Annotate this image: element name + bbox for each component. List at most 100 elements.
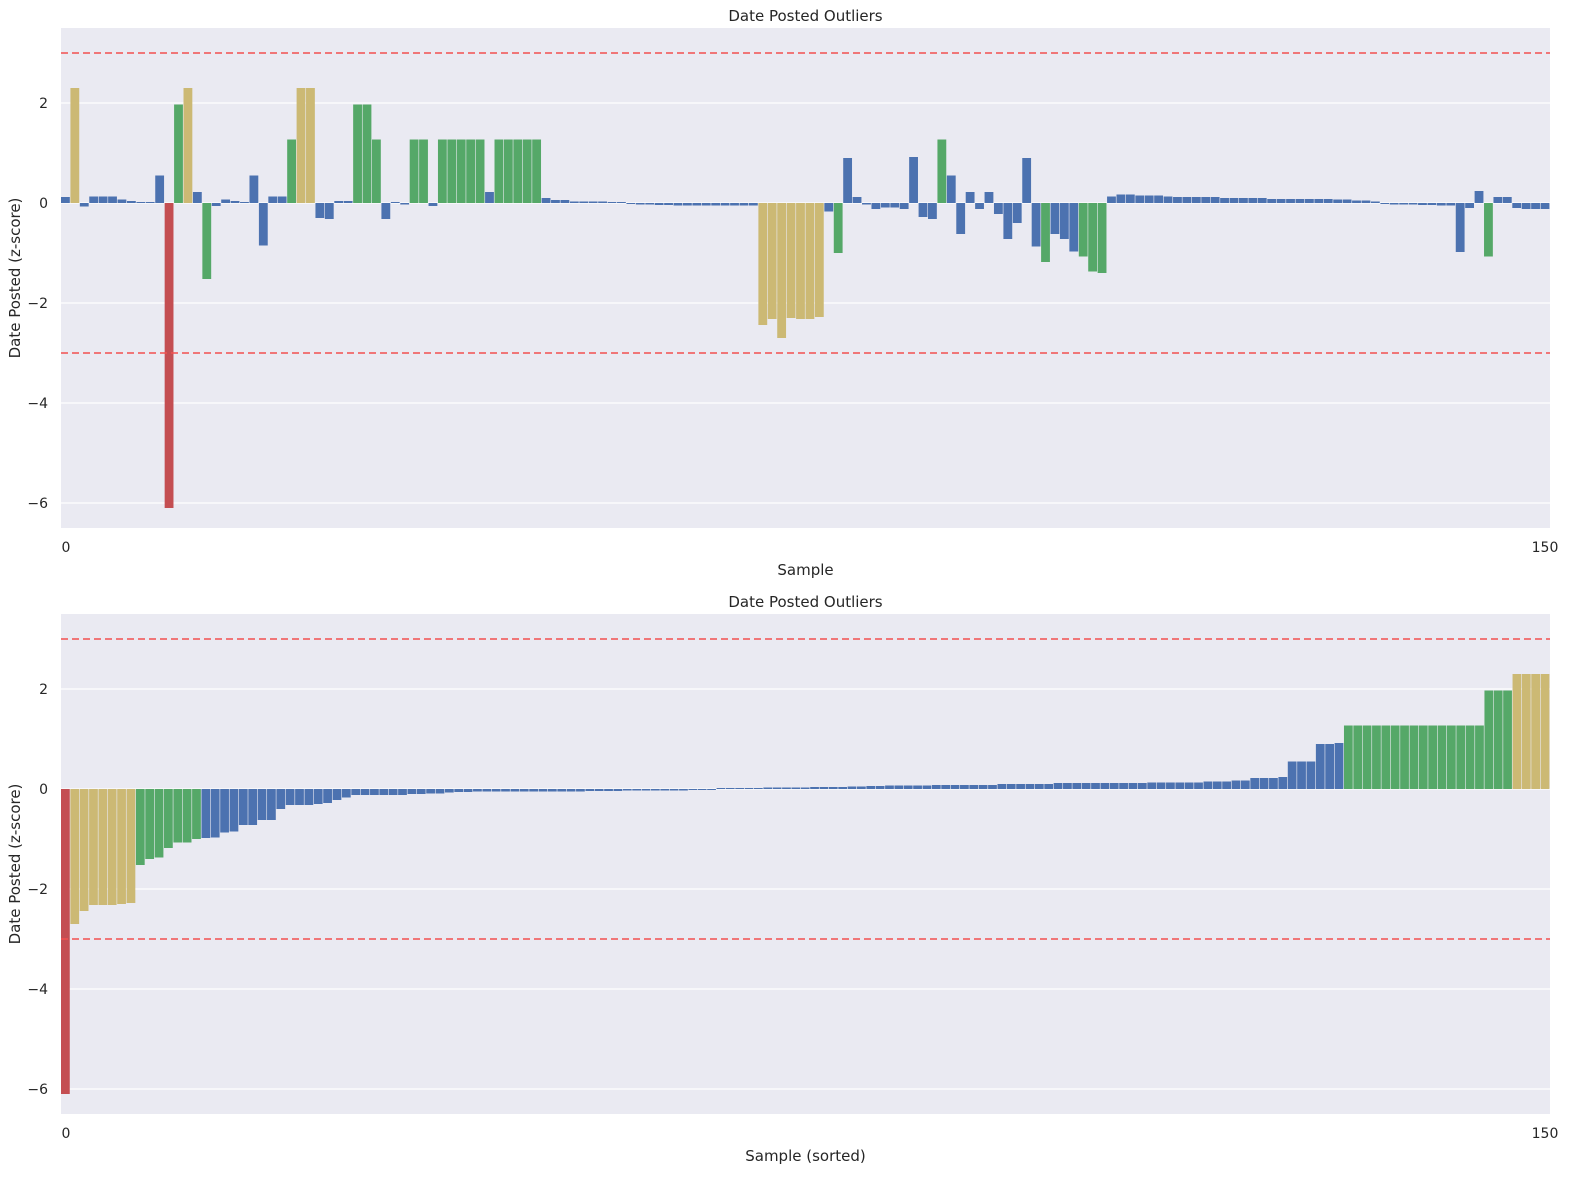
x-ticks: 0 150	[62, 540, 1559, 556]
bar	[716, 788, 726, 789]
bar	[1220, 198, 1229, 203]
bar	[370, 789, 379, 795]
bar	[969, 785, 979, 789]
bar	[1503, 690, 1512, 789]
bar	[304, 789, 314, 805]
bar	[607, 202, 617, 203]
bar	[965, 192, 975, 203]
bar	[890, 203, 900, 208]
bar	[598, 201, 607, 203]
bar	[1427, 203, 1437, 205]
bar	[1306, 761, 1316, 789]
y-tick-label: 0	[39, 196, 48, 212]
bar	[1119, 783, 1128, 789]
bar	[1370, 201, 1380, 203]
bar	[1521, 674, 1531, 789]
bar	[529, 789, 538, 792]
bar	[173, 789, 183, 843]
bar	[1323, 199, 1333, 203]
bar	[1380, 203, 1390, 204]
bar	[579, 201, 589, 203]
bar	[828, 787, 838, 789]
bar	[285, 789, 295, 805]
bar	[501, 789, 510, 792]
bars	[61, 88, 1550, 508]
bar	[1044, 784, 1054, 789]
bar	[371, 139, 381, 203]
bar	[341, 789, 351, 798]
bar	[725, 788, 735, 789]
bar	[1269, 778, 1278, 789]
bar	[720, 203, 730, 206]
bar	[437, 139, 447, 203]
bar	[679, 789, 688, 791]
bar	[1418, 203, 1427, 205]
bar	[654, 203, 664, 205]
bar	[1455, 203, 1465, 252]
y-ticks: 2 0 −2 −4 −6	[27, 96, 48, 512]
bar	[1081, 783, 1091, 789]
bar	[566, 789, 576, 792]
bar	[1334, 743, 1344, 789]
bar	[164, 789, 173, 848]
bar	[117, 789, 126, 904]
bar	[1107, 196, 1116, 203]
bar	[306, 88, 315, 203]
bar	[89, 196, 99, 203]
bar	[277, 196, 287, 203]
y-ticks: 2 0 −2 −4 −6	[27, 682, 48, 1098]
bar	[240, 202, 249, 203]
bar	[466, 139, 476, 203]
bar	[257, 789, 267, 820]
bar	[753, 788, 763, 789]
bar	[641, 789, 651, 791]
bar	[838, 787, 848, 789]
bar	[1078, 203, 1088, 257]
bar	[230, 201, 240, 203]
bar	[456, 139, 466, 203]
bar	[833, 203, 843, 253]
bar	[922, 785, 932, 789]
bar	[117, 199, 127, 203]
bar	[407, 789, 417, 794]
bar	[594, 789, 604, 791]
bar	[416, 789, 426, 794]
bar	[353, 104, 362, 203]
bar	[192, 789, 201, 839]
bar	[763, 787, 773, 789]
bar	[400, 203, 410, 205]
bar	[588, 201, 598, 203]
bar	[126, 201, 136, 203]
chart-panel-bottom: Date Posted Outliers Sample (sorted) Dat…	[6, 593, 1558, 1165]
bar	[360, 789, 370, 795]
bar	[758, 203, 768, 325]
bar	[1041, 203, 1050, 262]
bar	[1135, 195, 1145, 203]
bar	[1465, 725, 1475, 789]
bar	[814, 203, 824, 317]
bar	[1352, 200, 1361, 203]
bar	[931, 785, 941, 789]
bar	[782, 787, 791, 789]
bar	[946, 175, 956, 203]
bar	[61, 197, 70, 203]
bar	[903, 785, 913, 789]
bar	[551, 200, 560, 203]
bar	[1418, 725, 1428, 789]
bar	[1286, 199, 1295, 203]
bar	[632, 789, 642, 791]
x-tick-label: 0	[62, 540, 71, 556]
bar	[1259, 778, 1269, 789]
bar	[899, 203, 909, 209]
bar	[390, 202, 400, 203]
bar	[70, 789, 80, 924]
bar	[541, 198, 551, 203]
bar	[885, 785, 894, 789]
bar	[428, 203, 438, 206]
bar	[491, 789, 501, 792]
bar	[852, 197, 862, 203]
bar	[463, 789, 473, 792]
bar	[988, 785, 997, 789]
bar	[211, 203, 221, 206]
bar	[604, 789, 613, 791]
